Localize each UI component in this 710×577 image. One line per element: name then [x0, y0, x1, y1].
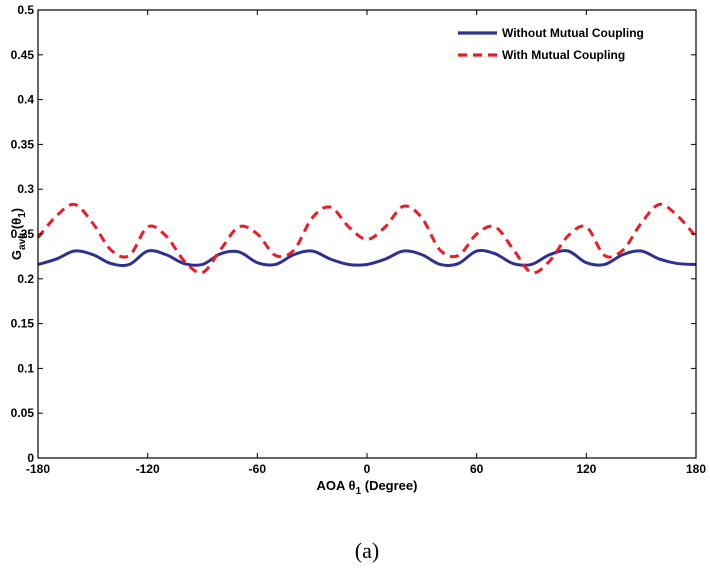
- y-tick-label: 0.4: [17, 93, 34, 107]
- legend: Without Mutual Coupling With Mutual Coup…: [458, 26, 644, 62]
- x-tick-label: 180: [686, 462, 706, 476]
- figure-caption: (a): [355, 538, 379, 563]
- x-tick-label: -120: [136, 462, 160, 476]
- x-tick-label: 0: [364, 462, 371, 476]
- x-tick-label: 120: [576, 462, 596, 476]
- plot-frame: [37, 9, 697, 459]
- y-tick-label: 0.35: [11, 137, 35, 151]
- y-tick-label: 0.2: [17, 272, 34, 286]
- axis-ticks: 0 0.05 0.1 0.15 0.2 0.25 0.3 0.35 0.4 0.45 0.5 -180…: [11, 3, 707, 476]
- y-tick-label: 0.15: [11, 317, 35, 331]
- y-tick-label: 0.1: [17, 361, 34, 375]
- x-axis-label: AOA θ1 (Degree): [317, 478, 418, 497]
- series-line-with-mutual-coupling: [36, 202, 698, 275]
- y-tick-label: 0.25: [11, 227, 35, 241]
- y-tick-label: 0.3: [17, 182, 34, 196]
- y-tick-label: 0.5: [17, 3, 34, 17]
- x-tick-label: -180: [26, 462, 50, 476]
- plot-marks: [36, 202, 698, 275]
- x-tick-label: -60: [249, 462, 267, 476]
- legend-label-with-mutual-coupling: With Mutual Coupling: [502, 48, 625, 62]
- y-tick-label: 0: [27, 451, 34, 465]
- y-tick-label: 0.05: [11, 406, 35, 420]
- x-tick-label: 60: [470, 462, 484, 476]
- y-axis-label: Gavg (θ1): [9, 208, 28, 260]
- legend-label-without-mutual-coupling: Without Mutual Coupling: [502, 26, 644, 40]
- series-line-without-mutual-coupling: [37, 248, 697, 268]
- y-tick-label: 0.45: [11, 48, 35, 62]
